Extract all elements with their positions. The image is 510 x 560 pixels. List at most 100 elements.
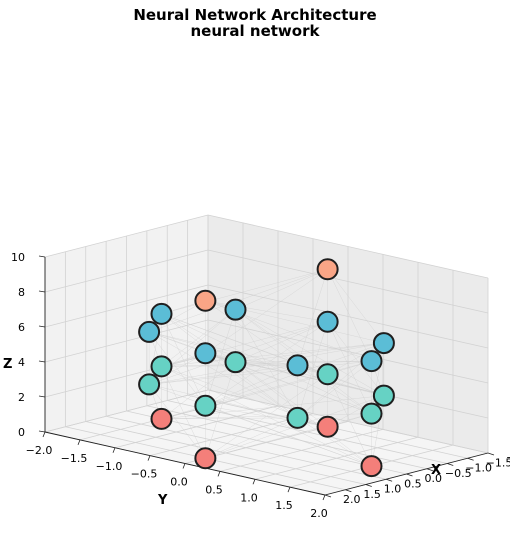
- y-tick: [252, 479, 256, 485]
- y-tick: [147, 455, 151, 461]
- y-tick: [217, 471, 221, 477]
- y-tick: [287, 486, 291, 493]
- connection-line: [149, 342, 384, 385]
- x-tick: [365, 484, 372, 487]
- connection-line: [205, 353, 298, 419]
- connection-line: [297, 365, 372, 414]
- z-tick: [38, 360, 46, 363]
- x-tick: [385, 478, 393, 482]
- chart-subtitle: neural network: [190, 22, 320, 40]
- x-tick: [467, 457, 474, 461]
- hidden_1-node: [286, 406, 309, 429]
- y-tick: [112, 447, 116, 453]
- x-axis-label: X: [431, 463, 441, 478]
- grid-line: [207, 249, 489, 314]
- x-tick-label: −0.5: [445, 467, 472, 480]
- input-node: [316, 415, 339, 438]
- connection-line: [161, 395, 384, 420]
- grid-line: [44, 319, 209, 363]
- hidden_2-node: [224, 298, 247, 321]
- grid-line: [44, 354, 209, 398]
- x-tick-label: 0.5: [404, 477, 422, 490]
- hidden_2-node: [286, 354, 309, 377]
- grid-line: [207, 284, 489, 349]
- grid-line: [44, 284, 209, 328]
- z-tick: [38, 395, 46, 398]
- hidden_2-node: [372, 332, 395, 355]
- y-tick-label: 0.5: [205, 483, 223, 496]
- z-tick: [38, 325, 46, 328]
- connection-line: [149, 365, 298, 385]
- z-tick-label: 8: [18, 286, 25, 299]
- tick-labels: −2.0−1.5−1.0−0.50.00.51.01.52.0−2.0−1.5−…: [11, 251, 510, 520]
- y-tick-label: 2.0: [310, 507, 328, 520]
- z-tick-label: 2: [18, 391, 25, 404]
- hidden_2-node: [194, 342, 217, 365]
- input-node: [150, 407, 173, 430]
- hidden_1-node: [194, 394, 217, 417]
- connection-line: [327, 269, 372, 362]
- connection-line: [161, 417, 298, 420]
- connection-line: [235, 269, 328, 310]
- y-tick-label: 0.0: [170, 476, 188, 489]
- hidden_1-node: [224, 351, 247, 374]
- y-tick: [322, 494, 326, 501]
- x-tick: [345, 489, 352, 493]
- chart-title: Neural Network Architecture: [133, 6, 377, 24]
- grid-line: [44, 249, 209, 293]
- x-tick-label: 2.0: [343, 493, 361, 506]
- grid-line: [44, 214, 209, 258]
- hidden_1-node: [138, 373, 161, 396]
- y-tick-label: −2.0: [26, 444, 53, 457]
- hidden_2-node: [150, 302, 173, 325]
- grid-line: [219, 428, 384, 472]
- nodes: [138, 258, 395, 478]
- hidden_2-node: [138, 320, 161, 343]
- hidden_1-node: [150, 355, 173, 378]
- connection-line: [297, 417, 372, 467]
- grid-line: [207, 319, 489, 384]
- y-tick: [182, 463, 186, 469]
- x-tick: [324, 494, 332, 498]
- x-tick-label: 1.0: [384, 483, 402, 496]
- x-tick: [426, 468, 434, 472]
- connection-line: [327, 269, 385, 344]
- connection-line: [205, 300, 328, 322]
- connection-line: [161, 321, 328, 367]
- connection-line: [235, 321, 328, 363]
- connection-line: [205, 300, 298, 366]
- connection-line: [161, 374, 328, 420]
- connection-line: [371, 395, 385, 467]
- hidden_1-node: [372, 384, 395, 407]
- grid-line: [106, 415, 387, 480]
- grid-line: [254, 436, 419, 480]
- z-tick: [38, 290, 46, 293]
- x-tick: [447, 463, 454, 466]
- connection-line: [297, 269, 328, 366]
- hidden_2-node: [360, 350, 383, 373]
- x-tick-label: −1.0: [465, 462, 492, 475]
- grid-line: [207, 214, 489, 279]
- x-tick: [406, 473, 413, 477]
- connection-line: [149, 360, 372, 385]
- y-tick: [42, 431, 46, 438]
- y-axis-label: Y: [157, 493, 168, 508]
- y-tick: [77, 439, 81, 446]
- connection-line: [148, 313, 162, 385]
- z-axis-label: Z: [3, 357, 12, 372]
- input-node: [360, 455, 383, 478]
- connection-line: [161, 413, 372, 420]
- connection-line: [149, 384, 372, 467]
- hidden_1-node: [316, 363, 339, 386]
- connection-line: [148, 384, 206, 459]
- z-tick-label: 4: [18, 356, 25, 369]
- z-tick: [38, 255, 46, 258]
- output-node: [316, 258, 339, 281]
- connection-line: [205, 362, 236, 459]
- connection-line: [161, 309, 236, 367]
- hidden_2-node: [316, 310, 339, 333]
- y-tick-label: −1.5: [61, 452, 88, 465]
- z-tick-label: 10: [11, 251, 25, 264]
